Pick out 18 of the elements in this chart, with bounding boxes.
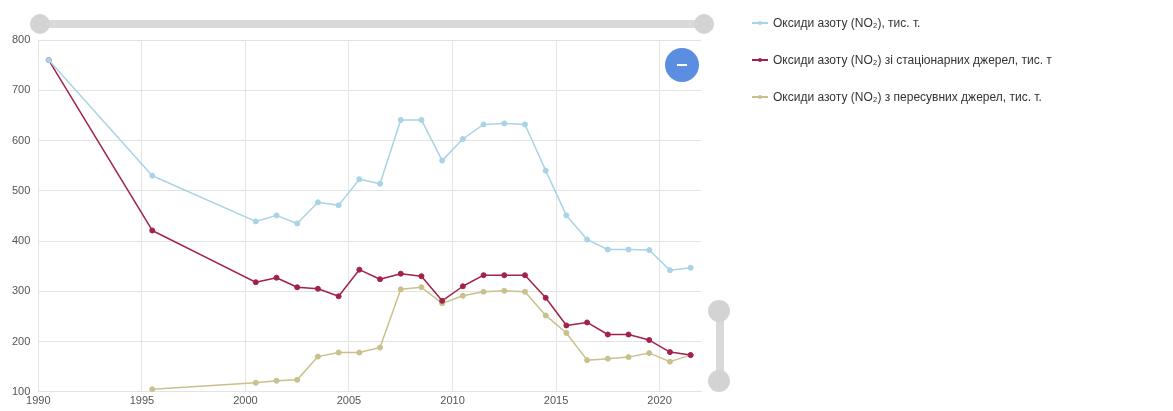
x-tick-label: 2015 (543, 394, 569, 407)
y-tick-label: 300 (11, 284, 31, 297)
y-tick-label: 100 (11, 384, 31, 397)
legend-label: Оксиди азоту (NO₂) з пересувних джерел, тис. т. (773, 90, 1042, 104)
x-tick-label: 2005 (336, 394, 362, 407)
x-tick-label: 1995 (129, 394, 155, 407)
x-tick-label: 2000 (233, 394, 258, 407)
legend-label: Оксиди азоту (NO₂) зі стаціонарних джерел, тис. т (773, 53, 1052, 67)
x-tick-label: 1990 (26, 394, 51, 407)
x-tick-label: 2020 (647, 394, 672, 407)
y-tick-label: 400 (11, 234, 31, 247)
y-tick-label: 500 (11, 183, 31, 196)
y-tick-label: 800 (11, 33, 31, 46)
y-tick-label: 200 (11, 334, 31, 347)
x-tick-label: 2010 (440, 394, 465, 407)
y-tick-label: 600 (11, 133, 31, 146)
legend-label: Оксиди азоту (NO₂), тис. т. (773, 16, 921, 30)
y-tick-label: 700 (11, 83, 31, 96)
